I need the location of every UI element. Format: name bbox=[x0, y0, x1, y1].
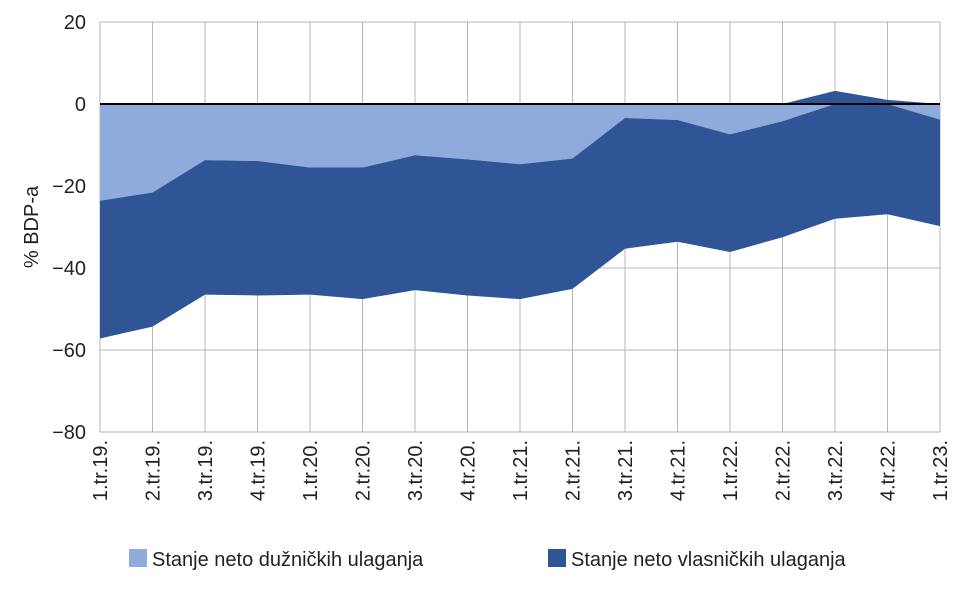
x-tick-label: 2.tr.21. bbox=[563, 440, 585, 501]
x-tick-label: 3.tr.20. bbox=[405, 440, 427, 501]
y-tick-label: 20 bbox=[64, 12, 86, 34]
y-axis: 20 0 −20 −40 −60 −80 bbox=[52, 12, 86, 444]
series-area-equity bbox=[100, 104, 940, 339]
x-tick-label: 2.tr.20. bbox=[353, 440, 375, 501]
legend-swatch-equity bbox=[548, 549, 566, 567]
x-tick-label: 1.tr.20. bbox=[300, 440, 322, 501]
y-tick-label: −80 bbox=[52, 422, 86, 444]
x-tick-label: 4.tr.20. bbox=[458, 440, 480, 501]
series-area-debt bbox=[100, 104, 940, 201]
series-area-positive bbox=[100, 90, 940, 104]
legend-item-equity: Stanje neto vlasničkih ulaganja bbox=[548, 549, 847, 571]
legend-item-debt: Stanje neto dužničkih ulaganja bbox=[129, 549, 424, 571]
x-tick-label: 1.tr.21. bbox=[510, 440, 532, 501]
y-tick-label: 0 bbox=[75, 94, 86, 116]
x-tick-label: 1.tr.23. bbox=[930, 440, 952, 501]
legend-swatch-debt bbox=[129, 549, 147, 567]
x-tick-label: 1.tr.19. bbox=[90, 440, 112, 501]
y-tick-label: −20 bbox=[52, 176, 86, 198]
x-axis: 1.tr.19. 2.tr.19. 3.tr.19. 4.tr.19. 1.tr.20.… bbox=[90, 440, 952, 501]
y-tick-label: −40 bbox=[52, 258, 86, 280]
x-tick-label: 3.tr.19. bbox=[195, 440, 217, 501]
x-tick-label: 1.tr.22. bbox=[720, 440, 742, 501]
x-tick-label: 2.tr.19. bbox=[143, 440, 165, 501]
legend: Stanje neto dužničkih ulaganja Stanje ne… bbox=[129, 549, 847, 571]
legend-label-equity: Stanje neto vlasničkih ulaganja bbox=[571, 549, 847, 571]
legend-label-debt: Stanje neto dužničkih ulaganja bbox=[152, 549, 424, 571]
y-axis-label: % BDP-a bbox=[21, 185, 43, 268]
x-tick-label: 2.tr.22. bbox=[773, 440, 795, 501]
plot-area bbox=[99, 21, 941, 433]
x-tick-label: 4.tr.22. bbox=[878, 440, 900, 501]
y-tick-label: −60 bbox=[52, 340, 86, 362]
x-tick-label: 3.tr.22. bbox=[825, 440, 847, 501]
areas bbox=[100, 90, 940, 339]
x-tick-label: 4.tr.21. bbox=[668, 440, 690, 501]
x-tick-label: 4.tr.19. bbox=[248, 440, 270, 501]
x-tick-label: 3.tr.21. bbox=[615, 440, 637, 501]
